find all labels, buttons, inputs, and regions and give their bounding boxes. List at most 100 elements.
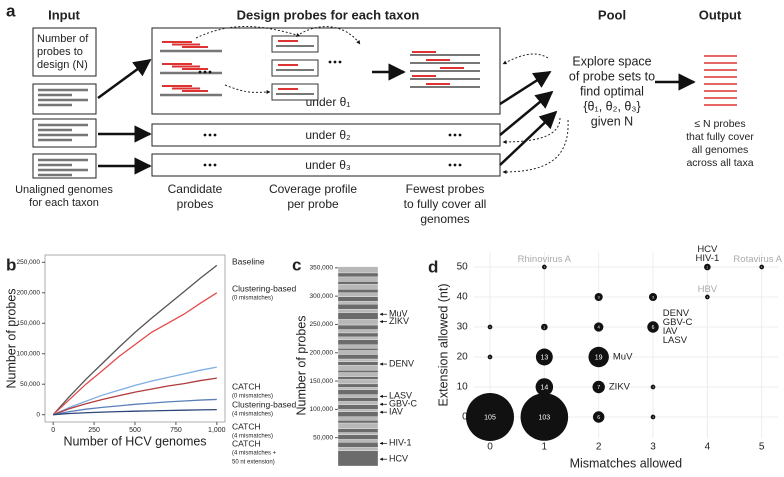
y-tick-label: 20	[457, 352, 469, 363]
x-tick-label: 500	[129, 427, 141, 434]
x-tick-label: 0	[51, 427, 55, 434]
y-tick-label: 50,000	[20, 381, 40, 388]
y-tick-label: 250,000	[310, 321, 334, 328]
y-axis-label: Number of probes	[4, 288, 18, 388]
bubble	[588, 346, 609, 368]
bar-segment	[337, 397, 379, 402]
x-tick-label: 750	[170, 427, 182, 434]
header: Input	[48, 7, 80, 22]
legend-sublabel: (4 mismatches)	[232, 412, 273, 418]
legend-sublabel: (0 mismatches)	[232, 394, 273, 400]
bar-segment	[337, 358, 379, 362]
step-caption: to fully cover all	[404, 197, 487, 211]
arrow	[499, 90, 554, 136]
bar-segment	[337, 376, 379, 380]
point-label: HCV	[697, 244, 718, 255]
bubble	[520, 393, 569, 441]
ellipsis-dot	[458, 133, 462, 137]
arrow	[97, 58, 152, 100]
bar-segment	[337, 434, 379, 440]
design-box	[151, 27, 501, 115]
point-label: MuV	[613, 352, 633, 363]
bar-segment	[337, 281, 379, 285]
bubble	[487, 324, 493, 330]
panel-label: c	[292, 255, 301, 274]
ellipsis-dot	[338, 60, 342, 64]
bubble-label: 6	[597, 415, 600, 421]
header: Design probes for each taxon	[237, 7, 420, 22]
bubble	[705, 294, 710, 300]
annotation-label: HCV	[389, 454, 408, 464]
y-tick-label: 30	[457, 322, 469, 333]
dashed-arrow	[502, 117, 561, 144]
bubble-label: 105	[484, 414, 496, 421]
x-tick-label: 250	[88, 427, 100, 434]
bar-segment	[337, 312, 379, 320]
x-tick-label: 5	[759, 442, 765, 453]
legend-sublabel: (4 mismatches)	[232, 434, 273, 440]
bar-segment	[337, 404, 379, 410]
bubble-label: 7	[597, 385, 600, 391]
bar-segment	[337, 350, 379, 355]
bar-segment	[337, 324, 379, 330]
bubble-label: 2	[707, 265, 709, 269]
ellipsis-dot	[203, 163, 207, 167]
input-box	[32, 27, 97, 77]
y-tick-label: 50,000	[313, 434, 333, 441]
annotation-label: ZIKV	[389, 316, 409, 326]
bar-segment	[337, 387, 379, 390]
bar-segment	[337, 332, 379, 338]
panel-label: b	[6, 255, 16, 274]
bubble-label: 103	[538, 414, 550, 421]
bubble	[487, 354, 493, 360]
bar-segment	[337, 447, 379, 451]
bar-segment	[337, 450, 379, 467]
dashed-arrow	[195, 26, 301, 39]
output-text: ≤ N probes	[694, 118, 745, 130]
y-tick-label: 150,000	[310, 378, 334, 385]
bar-segment	[337, 428, 379, 433]
y-tick-label: 250,000	[17, 259, 41, 266]
header: Output	[699, 7, 742, 22]
bubble-label: 1	[761, 266, 763, 269]
bar-segment	[337, 309, 379, 313]
point-label: ZIKV	[609, 382, 631, 393]
bar-segment	[337, 284, 379, 290]
ellipsis-dot	[453, 163, 457, 167]
profile-box	[271, 59, 319, 77]
annotation-label: MuV	[389, 309, 408, 319]
y-tick-label: 100,000	[310, 406, 334, 413]
y-tick-label: 200,000	[17, 290, 41, 297]
y-tick-label: 0	[36, 411, 40, 418]
bubble	[541, 264, 547, 270]
genome-box	[32, 118, 97, 148]
bubble-label: 1	[652, 416, 654, 419]
legend-label: Baseline	[232, 256, 265, 266]
input-text: design (N)	[37, 59, 88, 71]
ellipsis-dot	[198, 70, 202, 74]
bar-segment	[337, 370, 379, 373]
bubble	[650, 384, 656, 390]
bar-segment	[337, 329, 379, 334]
point-label: HIV-1	[695, 253, 719, 264]
y-tick-label: 350,000	[310, 265, 334, 272]
bar-segment	[337, 439, 379, 443]
legend-label: Clustering-based	[232, 283, 297, 293]
y-tick-label: 300,000	[310, 293, 334, 300]
bubble-label: 1	[489, 356, 491, 359]
y-axis-label: Extension allowed (nt)	[436, 284, 450, 407]
bubble-label: 19	[595, 354, 603, 361]
bubble-label: 4	[598, 325, 601, 330]
pool-text: of probe sets to	[569, 69, 655, 83]
x-tick-label: 2	[596, 442, 602, 453]
series-line	[53, 408, 217, 416]
bubble	[648, 292, 658, 302]
bar-segment	[337, 266, 379, 274]
series-line	[52, 377, 217, 416]
series-line	[53, 398, 217, 416]
bar-segment	[337, 442, 379, 448]
legend-sublabel: (0 mismatches)	[232, 296, 273, 302]
ellipsis-dot	[328, 60, 332, 64]
